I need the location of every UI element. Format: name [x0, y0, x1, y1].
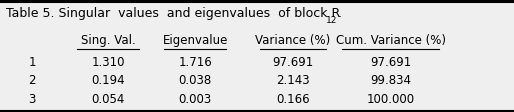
- Text: 1.716: 1.716: [178, 55, 212, 68]
- Text: 97.691: 97.691: [370, 55, 411, 68]
- Text: 0.054: 0.054: [91, 92, 124, 105]
- Text: 0.003: 0.003: [179, 92, 212, 105]
- Text: Cum. Variance (%): Cum. Variance (%): [336, 34, 446, 47]
- Text: 97.691: 97.691: [272, 55, 314, 68]
- Text: 99.834: 99.834: [370, 74, 411, 87]
- Text: 3: 3: [29, 92, 36, 105]
- Text: Variance (%): Variance (%): [255, 34, 331, 47]
- Text: Sing. Val.: Sing. Val.: [81, 34, 135, 47]
- Text: .: .: [338, 7, 342, 20]
- Text: 0.166: 0.166: [276, 92, 310, 105]
- Text: 1: 1: [28, 55, 36, 68]
- Text: 2.143: 2.143: [276, 74, 310, 87]
- Text: Eigenvalue: Eigenvalue: [162, 34, 228, 47]
- Text: 100.000: 100.000: [366, 92, 415, 105]
- Text: 0.194: 0.194: [91, 74, 125, 87]
- Text: 0.038: 0.038: [179, 74, 212, 87]
- Text: Table 5. Singular  values  and eigenvalues  of block R: Table 5. Singular values and eigenvalues…: [6, 7, 340, 20]
- Text: 2: 2: [28, 74, 36, 87]
- Text: 12: 12: [326, 16, 338, 25]
- Text: 1.310: 1.310: [91, 55, 125, 68]
